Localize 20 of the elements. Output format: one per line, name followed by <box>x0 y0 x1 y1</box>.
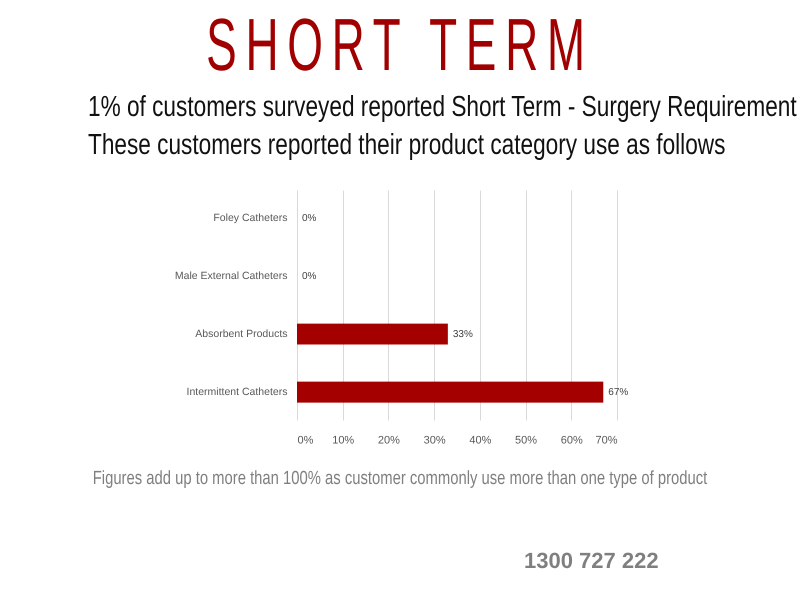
y-tick-label: Foley Catheters <box>213 212 288 224</box>
data-label: 33% <box>452 329 473 340</box>
text: Figures add up to more than 100% as customer commonly use more than one type of product <box>92 468 708 490</box>
x-tick-label: 40% <box>469 434 492 446</box>
text: 1300 727 222 <box>524 548 659 574</box>
x-tick-label: 20% <box>378 434 400 446</box>
y-tick-label: Male External Catheters <box>174 270 288 282</box>
data-label: 0% <box>302 270 317 282</box>
x-tick-label: 60% <box>560 434 584 446</box>
x-tick-label: 30% <box>424 434 446 446</box>
chart-subtitle: 1% of customers surveyed reported Short Term - Surgery Requirement These customers reported their product category use as follows <box>88 90 797 162</box>
y-tick-label: Absorbent Products <box>195 328 288 340</box>
x-tick-label: 0% <box>298 434 314 446</box>
y-tick-label: Intermittent Catheters <box>186 386 288 398</box>
data-label: 0% <box>302 212 317 224</box>
x-tick-label: 10% <box>332 434 354 446</box>
x-tick-label: 50% <box>515 434 538 446</box>
chart-title: SHORT TERM <box>205 2 595 88</box>
data-label: 67% <box>608 387 628 398</box>
x-tick-label: 70% <box>595 434 618 446</box>
